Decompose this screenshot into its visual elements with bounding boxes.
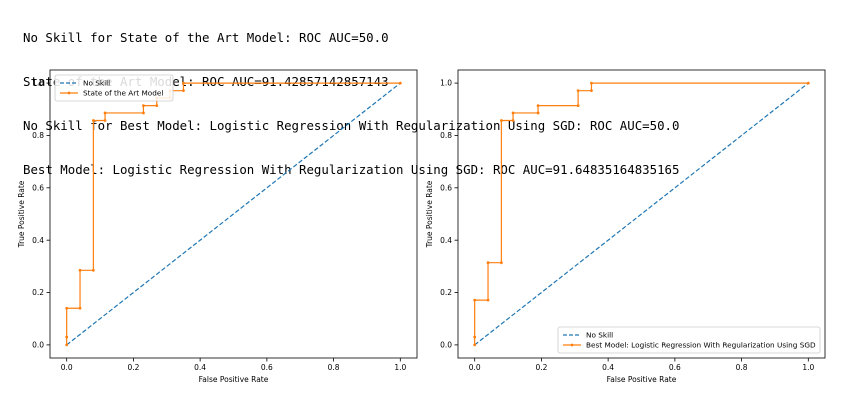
y-tick-label: 0.2 xyxy=(32,288,44,297)
model-roc-point xyxy=(142,111,145,115)
legend-entry: State of the Art Model xyxy=(83,89,163,98)
x-tick-label: 0.0 xyxy=(61,363,73,372)
model-roc-point xyxy=(155,104,159,108)
x-tick-label: 1.0 xyxy=(394,363,406,372)
model-roc-point xyxy=(511,119,515,122)
model-roc-point xyxy=(806,81,810,85)
x-axis-label: False Positive Rate xyxy=(607,375,677,384)
x-tick-label: 0.2 xyxy=(127,363,139,372)
model-roc-point xyxy=(398,81,402,85)
model-roc-point xyxy=(91,119,95,122)
output-line-1: No Skill for State of the Art Model: ROC… xyxy=(23,30,389,46)
y-axis-label: True Positive Rate xyxy=(425,180,434,248)
y-axis-label: True Positive Rate xyxy=(17,180,26,248)
x-tick-label: 0.8 xyxy=(328,363,340,372)
plot-frame xyxy=(457,69,826,359)
x-tick-label: 0.8 xyxy=(736,363,748,372)
model-roc-point xyxy=(78,306,82,310)
legend-entry: No Skill xyxy=(586,331,613,340)
output-line-3: No Skill for Best Model: Logistic Regres… xyxy=(23,117,680,133)
y-tick-label: 1.0 xyxy=(32,79,44,88)
y-tick-label: 0.8 xyxy=(32,131,44,140)
legend-entry: No Skill xyxy=(83,79,110,88)
model-roc-point xyxy=(590,89,593,93)
model-roc-point xyxy=(103,119,107,122)
roc-chart-2: 0.0 0.2 0.4 0.6 0.8 1.0 0.0 0.2 0.4 0.6 0.8 1.0 Fals… xyxy=(425,69,826,384)
roc-chart-1: 0.0 0.2 0.4 0.6 0.8 1.0 0.0 0.2 0.4 0.6 0.8 1.0 Fals… xyxy=(17,69,418,384)
model-roc-point xyxy=(65,343,69,347)
model-roc-line xyxy=(474,82,809,345)
model-roc-point xyxy=(499,119,503,122)
model-roc-point xyxy=(65,335,69,339)
model-roc-point xyxy=(473,343,477,347)
model-roc-point xyxy=(536,104,540,108)
y-tick-label: 0.0 xyxy=(440,341,452,350)
model-roc-point xyxy=(91,268,95,272)
model-roc-point xyxy=(78,268,82,272)
model-roc-point xyxy=(499,261,503,265)
x-tick-label: 0.2 xyxy=(535,363,547,372)
x-tick-label: 0.6 xyxy=(261,363,273,372)
legend-marker xyxy=(67,91,71,95)
model-roc-point xyxy=(576,104,580,108)
model-roc-point xyxy=(511,111,515,115)
no-skill-line xyxy=(474,82,809,346)
model-roc-point xyxy=(486,261,490,265)
y-tick-label: 0.6 xyxy=(440,183,452,192)
model-roc-point xyxy=(142,104,145,108)
x-tick-label: 0.0 xyxy=(469,363,481,372)
model-roc-point xyxy=(473,298,477,302)
model-roc-point xyxy=(486,298,490,302)
legend-box xyxy=(54,74,174,102)
x-axis-label: False Positive Rate xyxy=(199,375,269,384)
y-tick-label: 0.2 xyxy=(440,288,452,297)
y-tick-label: 0.6 xyxy=(32,183,44,192)
model-roc-point xyxy=(103,111,107,115)
x-tick-label: 1.0 xyxy=(802,363,814,372)
legend-marker xyxy=(570,343,574,347)
x-tick-label: 0.6 xyxy=(669,363,681,372)
y-tick-label: 1.0 xyxy=(440,79,452,88)
model-roc-point xyxy=(590,81,593,85)
output-line-4: Best Model: Logistic Regression With Reg… xyxy=(23,161,680,177)
legend-entry: Best Model: Logistic Regression With Reg… xyxy=(586,341,816,350)
no-skill-line xyxy=(66,82,401,346)
model-roc-point xyxy=(473,335,477,339)
model-roc-point xyxy=(182,89,185,93)
x-tick-label: 0.4 xyxy=(194,363,206,372)
model-roc-point xyxy=(182,81,185,85)
y-tick-label: 0.0 xyxy=(32,341,44,350)
model-roc-point xyxy=(65,306,69,310)
x-tick-label: 0.4 xyxy=(602,363,614,372)
plot-frame xyxy=(49,69,418,359)
model-roc-point xyxy=(576,89,580,93)
legend-box xyxy=(557,326,821,354)
y-tick-label: 0.4 xyxy=(32,236,44,245)
y-tick-label: 0.4 xyxy=(440,236,452,245)
model-roc-point xyxy=(536,111,540,115)
y-tick-label: 0.8 xyxy=(440,131,452,140)
